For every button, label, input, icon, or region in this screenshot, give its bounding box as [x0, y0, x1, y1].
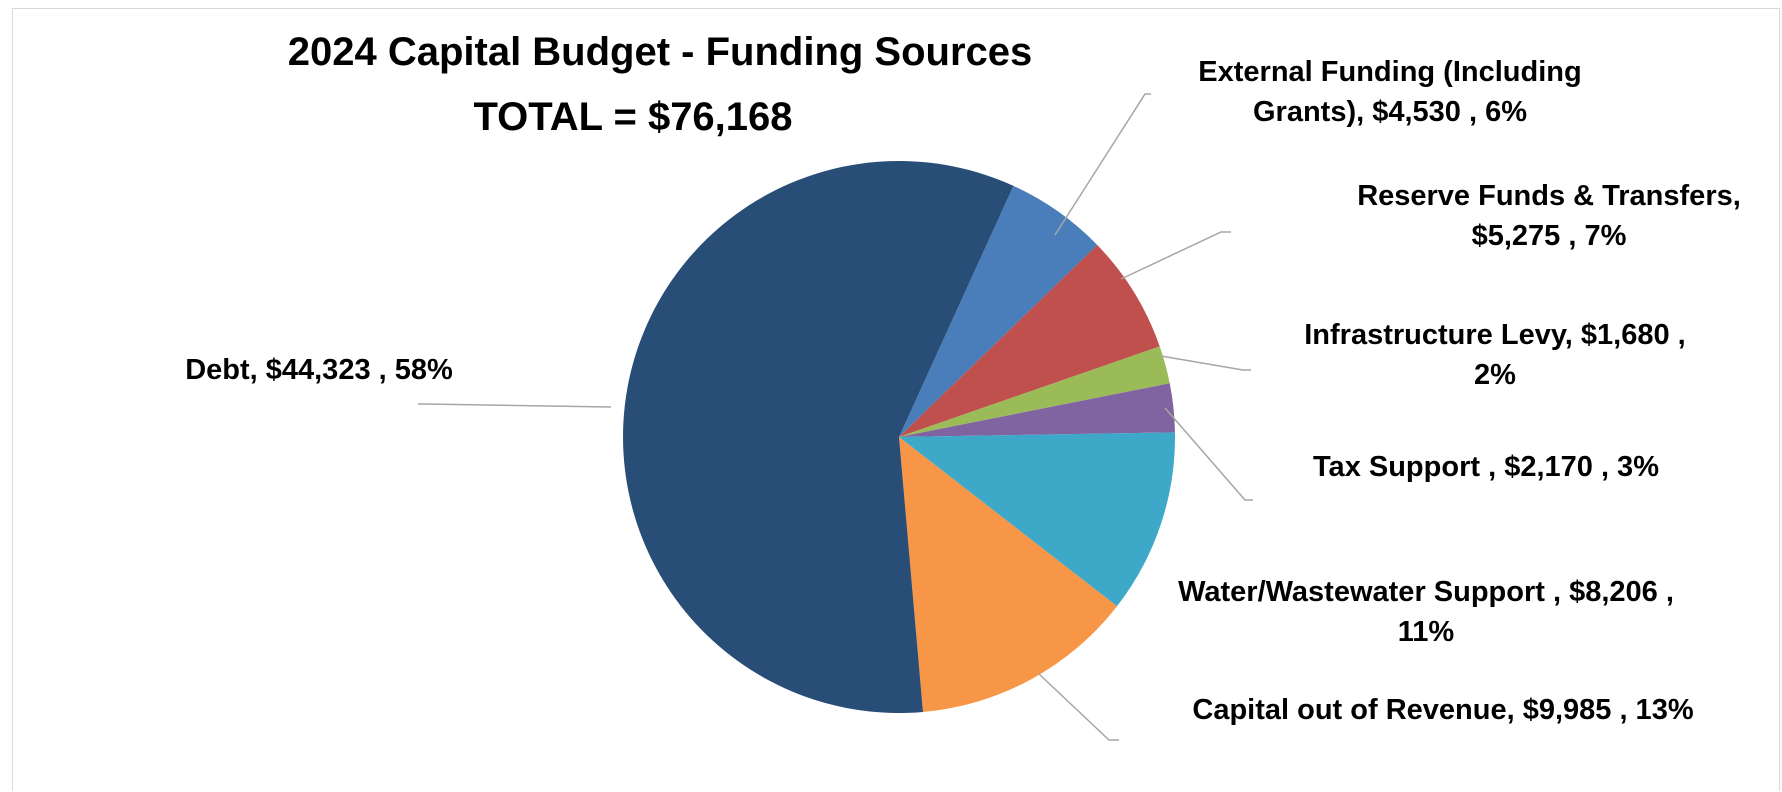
- pie-slice-capital-out-of-revenue: [899, 437, 1118, 712]
- slice-label-line: Debt, $44,323 , 58%: [185, 354, 453, 386]
- leader-line-capital-out-of-revenue: [1038, 673, 1119, 741]
- chart-frame: 2024 Capital Budget - Funding Sources TO…: [12, 8, 1780, 791]
- slice-label-tax-support: Tax Support , $2,170 , 3%: [1313, 451, 1659, 483]
- leader-lines: [418, 93, 1253, 741]
- leader-line-debt: [418, 403, 612, 408]
- slice-label-water-wastewater-support: Water/Wastewater Support , $8,206 , 11%: [1178, 576, 1674, 648]
- slice-label-line: 11%: [1398, 616, 1455, 648]
- pie-chart: 2024 Capital Budget - Funding Sources TO…: [185, 30, 1741, 741]
- slice-label-line: Grants), $4,530 , 6%: [1253, 96, 1527, 128]
- slice-label-line: Reserve Funds & Transfers,: [1357, 180, 1741, 212]
- slice-label-line: Capital out of Revenue, $9,985 , 13%: [1192, 694, 1693, 726]
- pie-slice-tax-support: [899, 383, 1175, 437]
- leader-line-tax-support: [1164, 407, 1253, 501]
- pie-slice-debt: [623, 161, 1014, 714]
- slice-label-debt: Debt, $44,323 , 58%: [185, 354, 453, 386]
- chart-subtitle: TOTAL = $76,168: [473, 95, 792, 139]
- slice-label-line: External Funding (Including: [1198, 56, 1581, 88]
- pie-slice-water-wastewater-support: [899, 432, 1175, 607]
- pie-slice-external-funding-including-grants: [899, 185, 1098, 437]
- leader-line-reserve-funds-transfers: [1120, 231, 1231, 280]
- pie-slices: [623, 161, 1175, 714]
- slice-labels: External Funding (Including Grants), $4,5…: [185, 56, 1741, 726]
- slice-label-line: 2%: [1474, 359, 1516, 391]
- leader-line-external-funding-including-grants: [1054, 93, 1151, 236]
- pie-slice-infrastructure-levy: [899, 346, 1170, 437]
- slice-label-reserve-funds-transfers: Reserve Funds & Transfers, $5,275 , 7%: [1357, 180, 1741, 252]
- slice-label-line: $5,275 , 7%: [1472, 220, 1627, 252]
- chart-title: 2024 Capital Budget - Funding Sources: [288, 30, 1033, 74]
- slice-label-capital-out-of-revenue: Capital out of Revenue, $9,985 , 13%: [1192, 694, 1693, 726]
- leader-line-infrastructure-levy: [1160, 355, 1251, 371]
- pie-slice-reserve-funds-transfers: [899, 244, 1160, 437]
- slice-label-line: Water/Wastewater Support , $8,206 ,: [1178, 576, 1674, 608]
- slice-label-external-funding-including-grants: External Funding (Including Grants), $4,5…: [1198, 56, 1581, 128]
- slice-label-infrastructure-levy: Infrastructure Levy, $1,680 , 2%: [1304, 319, 1685, 391]
- slice-label-line: Infrastructure Levy, $1,680 ,: [1304, 319, 1685, 351]
- slice-label-line: Tax Support , $2,170 , 3%: [1313, 451, 1659, 483]
